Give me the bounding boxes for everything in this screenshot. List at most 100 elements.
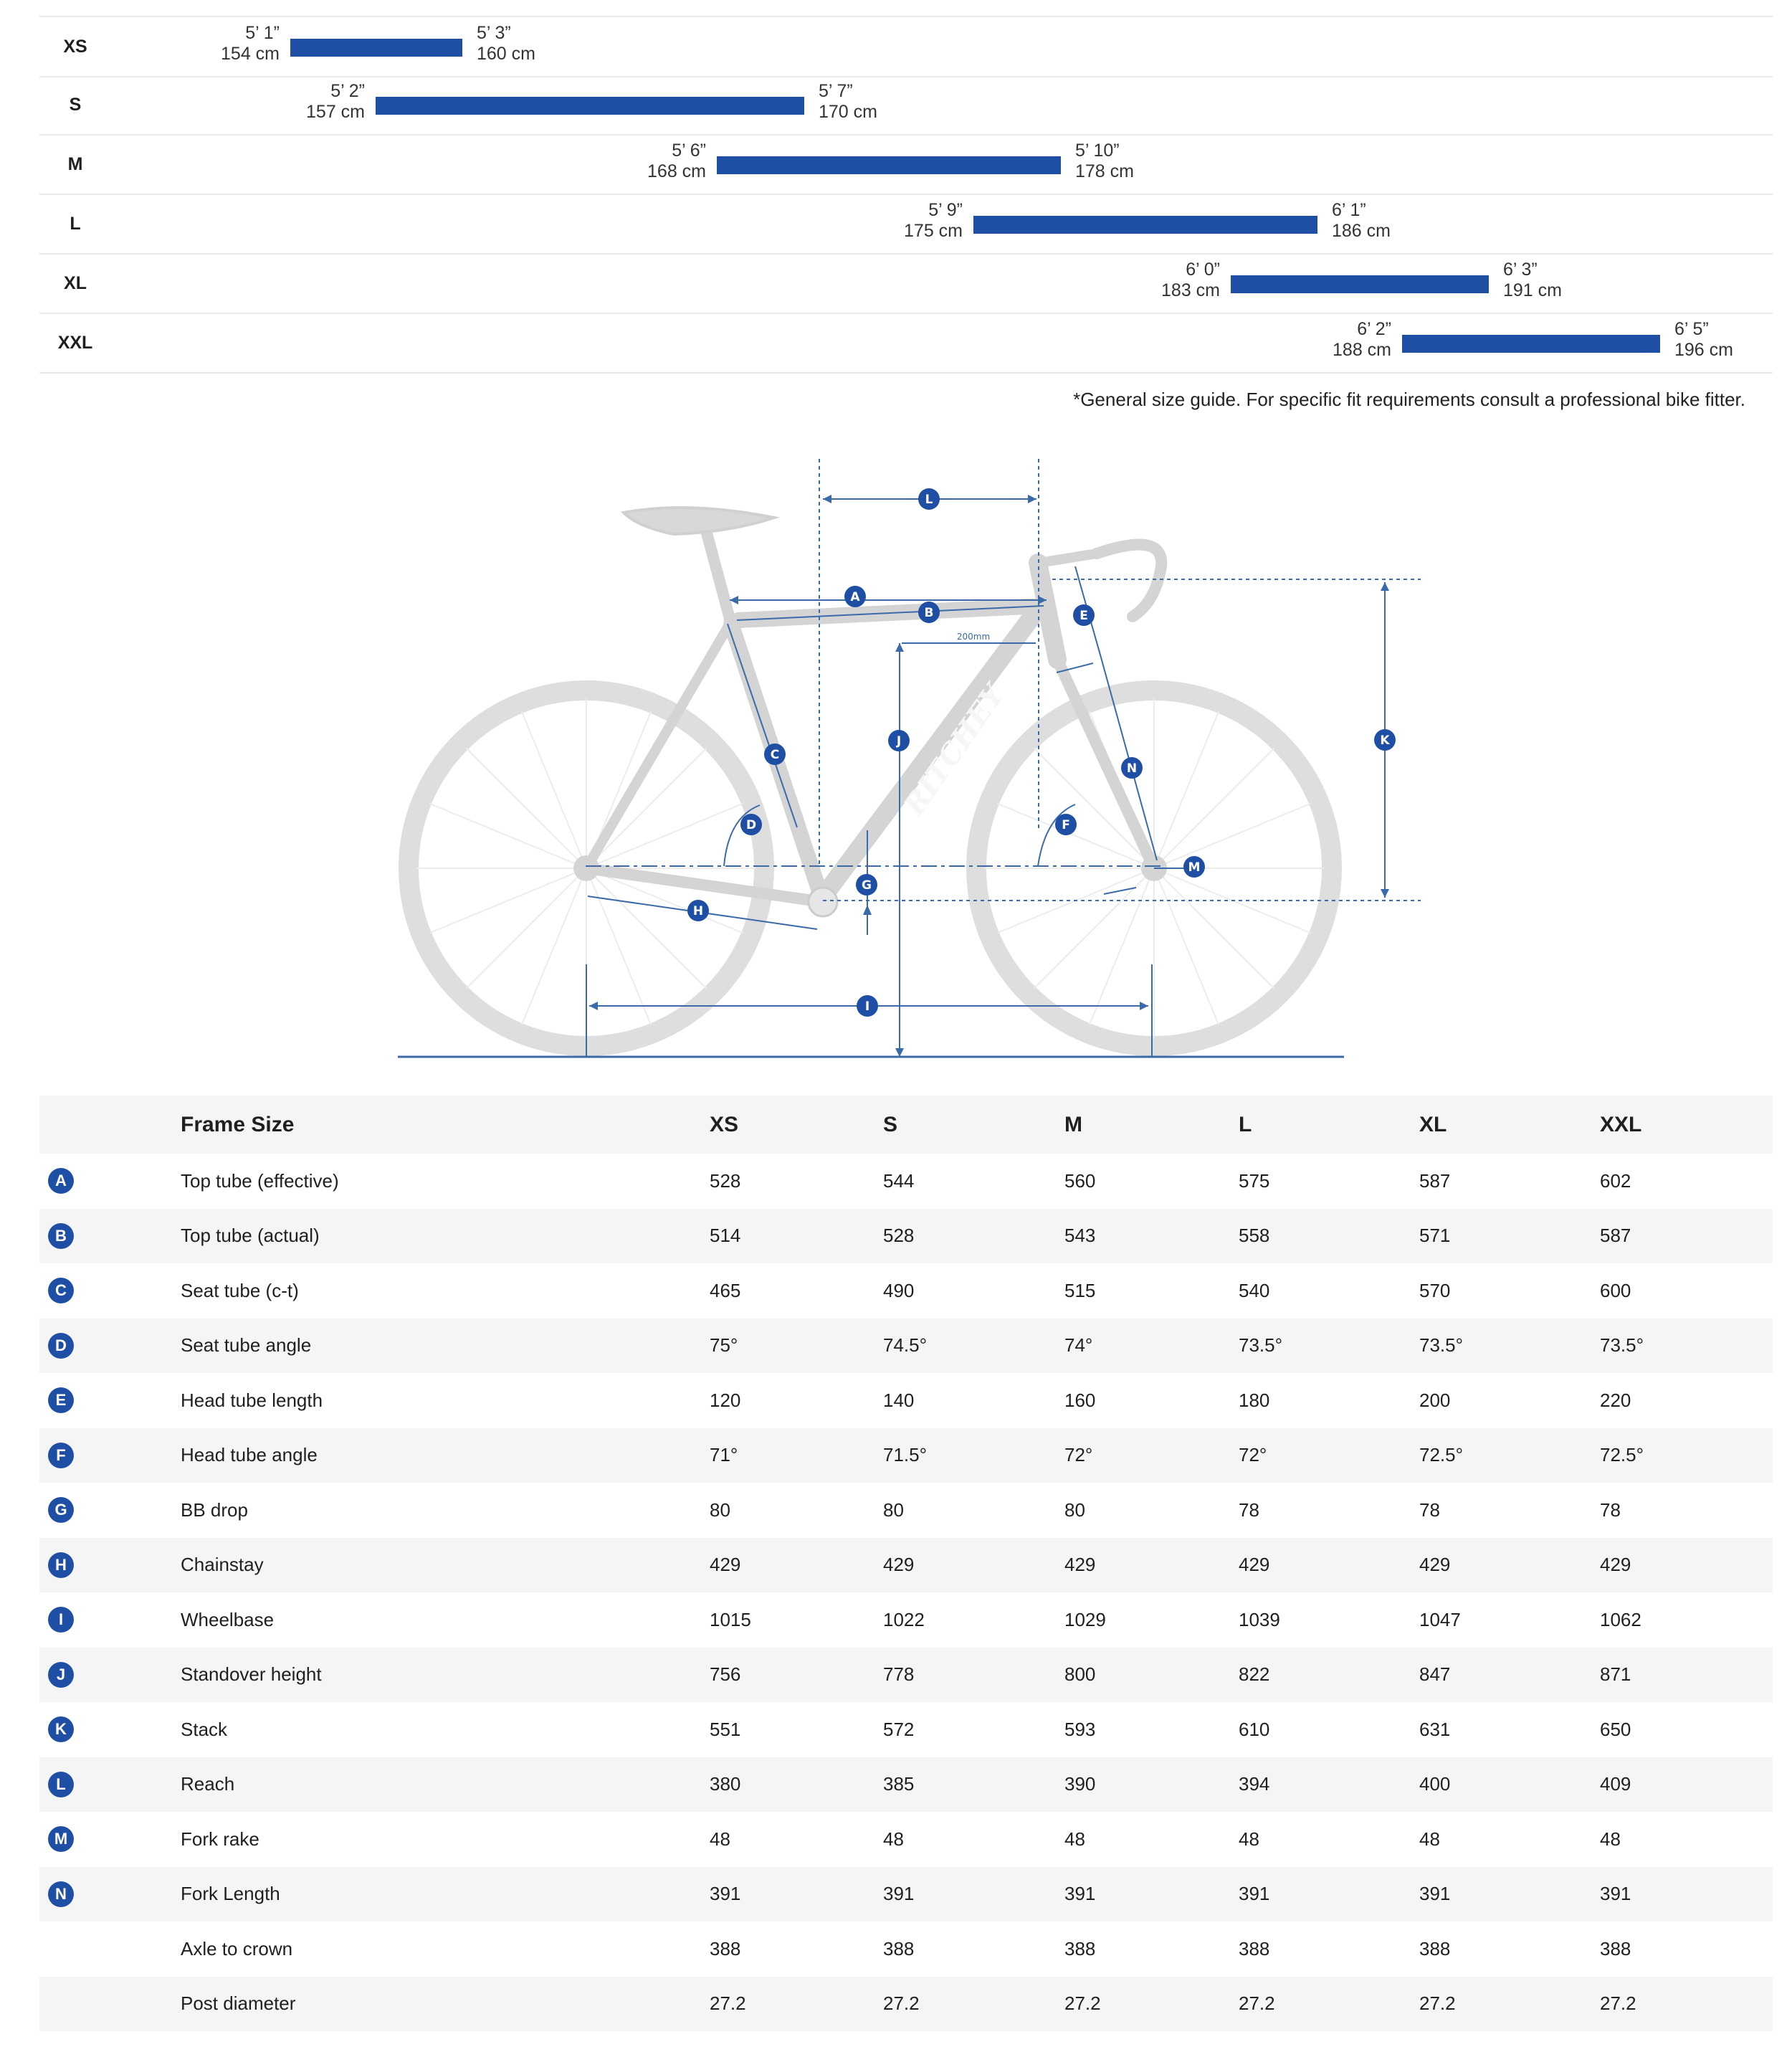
measurement-name: Reach (181, 1773, 235, 1795)
height-range-bar (376, 97, 804, 115)
size-label: S (69, 95, 82, 115)
diagram-marker: H (687, 900, 709, 921)
diagram-marker: A (844, 586, 866, 607)
measurement-value: 380 (710, 1773, 741, 1795)
measurement-value: 570 (1419, 1279, 1451, 1301)
measurement-value: 602 (1600, 1169, 1631, 1192)
max-height-ft: 5’ 10” (1075, 141, 1120, 161)
measurement-name: Chainstay (181, 1554, 264, 1576)
measurement-value: 560 (1064, 1169, 1096, 1192)
measurement-value: 391 (710, 1883, 741, 1905)
measurement-value: 391 (1064, 1883, 1096, 1905)
measurement-value: 429 (883, 1554, 915, 1576)
measurement-name: Top tube (actual) (181, 1225, 320, 1247)
min-height-cm: 157 cm (306, 102, 365, 122)
marker-circle (888, 730, 910, 751)
geometry-row: D Seat tube angle 75° 74.5° 74° 73.5° 73.5° 73.… (39, 1318, 1773, 1373)
measurement-value: 78 (1419, 1498, 1440, 1521)
marker-circle (856, 874, 877, 896)
measurement-name: BB drop (181, 1498, 248, 1521)
range-max-label: 6’ 3” 191 cm (1503, 260, 1618, 301)
measurement-value: 71° (710, 1444, 738, 1466)
max-height-cm: 196 cm (1674, 340, 1733, 360)
range-min-label: 6’ 0” 183 cm (1127, 260, 1220, 301)
measurement-name: Wheelbase (181, 1608, 275, 1630)
bike-illustration: RITCHEY (399, 505, 1342, 1056)
measurement-value: 80 (710, 1498, 730, 1521)
max-height-ft: 6’ 3” (1503, 260, 1538, 280)
geometry-row: N Fork Length 391 391 391 391 391 391 (39, 1866, 1773, 1922)
marker-badge: H (48, 1552, 74, 1578)
row-marker: H (48, 1538, 77, 1593)
size-range-row: S 5’ 2” 157 cm 5’ 7” 170 cm (39, 75, 1773, 136)
measurement-value: 1022 (883, 1608, 925, 1630)
marker-letter: M (1188, 860, 1201, 875)
diagram-marker: M (1183, 856, 1205, 878)
measurement-value: 74.5° (883, 1334, 928, 1357)
diagram-marker: F (1055, 814, 1077, 835)
measurement-value: 73.5° (1239, 1334, 1283, 1357)
row-marker: K (48, 1702, 77, 1757)
max-height-ft: 5’ 3” (477, 23, 511, 43)
min-height-cm: 175 cm (904, 221, 963, 241)
marker-circle (1055, 814, 1077, 835)
marker-circle (740, 814, 762, 835)
measurement-value: 160 (1064, 1389, 1096, 1411)
measurement-value: 391 (883, 1883, 915, 1905)
measurement-value: 80 (883, 1498, 904, 1521)
measurement-value: 551 (710, 1718, 741, 1740)
range-min-label: 5’ 2” 157 cm (272, 81, 365, 123)
size-label: L (70, 214, 81, 234)
marker-letter: N (1127, 761, 1137, 776)
measurement-value: 200 (1419, 1389, 1451, 1411)
measurement-value: 72.5° (1600, 1444, 1644, 1466)
measurement-value: 72° (1064, 1444, 1093, 1466)
marker-letter: G (862, 878, 872, 893)
marker-letter: D (746, 818, 756, 832)
marker-badge: N (48, 1881, 74, 1907)
marker-circle (1073, 604, 1095, 626)
height-range-bar (717, 156, 1061, 174)
range-max-label: 5’ 3” 160 cm (477, 23, 591, 65)
measurement-name: Post diameter (181, 1992, 296, 2015)
diagram-marker: E (1073, 604, 1095, 626)
min-height-cm: 183 cm (1161, 280, 1220, 300)
diagram-marker: D (740, 814, 762, 835)
bike-geometry-diagram: RITCHEY (398, 459, 1421, 1058)
measurement-value: 220 (1600, 1389, 1631, 1411)
measurement-value: 388 (710, 1937, 741, 1959)
row-marker: N (48, 1867, 77, 1922)
measurement-value: 75° (710, 1334, 738, 1357)
measurement-value: 514 (710, 1225, 741, 1247)
measurement-value: 48 (1419, 1828, 1440, 1850)
measurement-value: 822 (1239, 1663, 1270, 1686)
row-marker: M (48, 1812, 77, 1867)
max-height-ft: 5’ 7” (819, 81, 853, 101)
size-header-xs: XS (710, 1112, 739, 1136)
measurement-name: Top tube (effective) (181, 1169, 339, 1192)
marker-letter: K (1380, 733, 1390, 748)
measurement-value: 429 (1419, 1554, 1451, 1576)
height-range-bar (1231, 275, 1489, 293)
measurement-value: 391 (1600, 1883, 1631, 1905)
row-marker: A (48, 1154, 77, 1209)
measurement-value: 587 (1600, 1225, 1631, 1247)
marker-circle (764, 744, 786, 765)
measurement-value: 490 (883, 1279, 915, 1301)
measurement-value: 429 (1600, 1554, 1631, 1576)
max-height-cm: 178 cm (1075, 161, 1134, 181)
min-height-ft: 6’ 0” (1186, 260, 1220, 280)
measurement-value: 572 (883, 1718, 915, 1740)
height-range-bar (290, 39, 462, 57)
row-marker: L (48, 1757, 77, 1813)
front-wheel (966, 680, 1342, 1056)
measurement-name: Seat tube (c-t) (181, 1279, 299, 1301)
marker-badge: F (48, 1442, 74, 1468)
measurement-value: 27.2 (710, 1992, 746, 2015)
marker-badge: E (48, 1387, 74, 1414)
marker-badge: G (48, 1497, 74, 1524)
diagram-marker: G (856, 874, 877, 896)
range-max-label: 6’ 1” 186 cm (1332, 200, 1447, 242)
marker-badge: L (48, 1771, 74, 1797)
measurement-value: 72.5° (1419, 1444, 1464, 1466)
